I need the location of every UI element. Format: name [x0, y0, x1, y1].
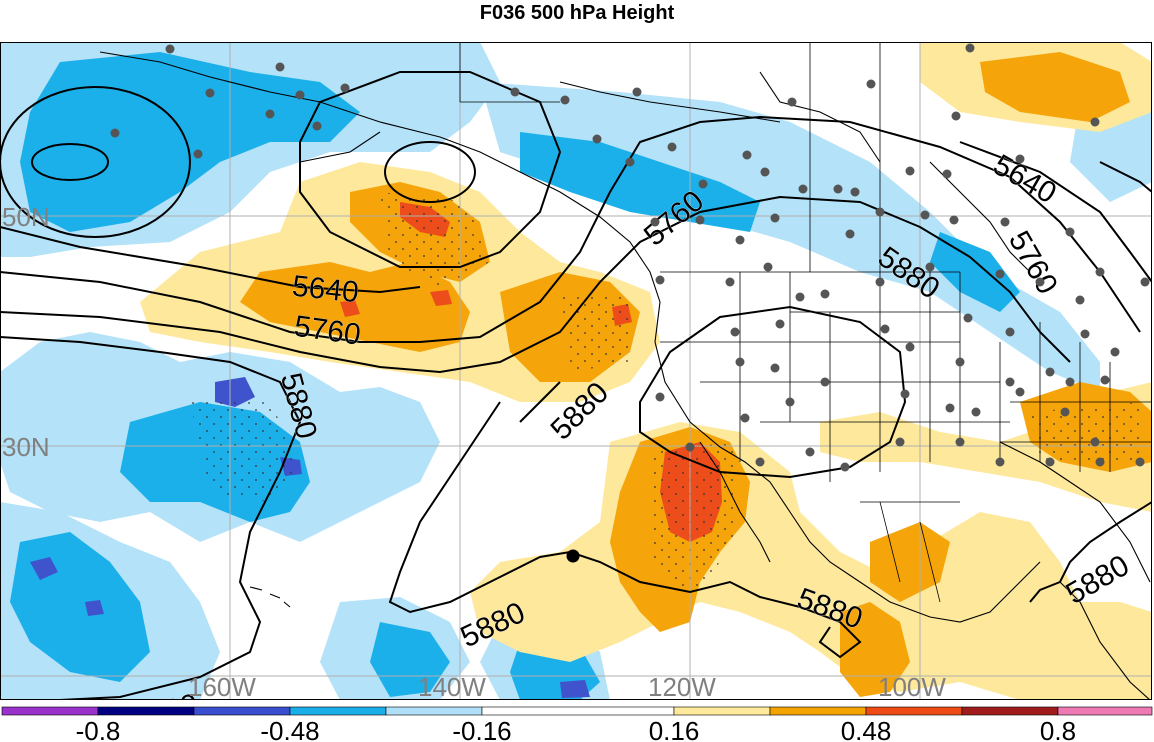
low-center-west-outer [0, 86, 191, 238]
colorbar-swatch [193, 706, 291, 716]
colorbar-label: 0.8 [1040, 716, 1076, 742]
colorbar-label: 0.16 [649, 716, 700, 742]
colorbar-swatch [1, 706, 99, 716]
colorbar-swatches [1, 706, 1153, 716]
colorbar-label: -0.8 [76, 716, 121, 742]
low-center-gulf [384, 141, 476, 203]
map-title: F036 500 hPa Height [479, 2, 675, 24]
height-contours [0, 71, 1152, 700]
colorbar-swatch [481, 706, 675, 716]
colorbar-swatch [289, 706, 387, 716]
colorbar-label: 0.48 [841, 716, 892, 742]
colorbar-swatch [673, 706, 771, 716]
height-map: 5640 5760 5880 5880 5880 5880 5880 5760 … [0, 42, 1152, 700]
contour-label: 5760 [292, 310, 363, 352]
colorbar-swatch [1057, 706, 1153, 716]
colorbar-swatch [961, 706, 1059, 716]
station-markers [110, 43, 1150, 472]
colorbar-label: -0.16 [452, 716, 511, 742]
axis-labels: 50N 30N 160W 140W 120W 100W [2, 202, 946, 700]
colorbar-swatch [385, 706, 483, 716]
colorbar-labels: -0.8 -0.48 -0.16 0.16 0.48 0.8 [76, 716, 1076, 742]
colorbar-swatch [769, 706, 867, 716]
colorbar-swatch [865, 706, 963, 716]
contour-label: 5640 [290, 270, 360, 310]
colorbar-label: -0.48 [260, 716, 319, 742]
colorbar-swatch [97, 706, 195, 716]
low-center-west [31, 143, 109, 181]
graticule [0, 42, 1152, 700]
colorbar: -0.8 -0.48 -0.16 0.16 0.48 0.8 [1, 706, 1153, 742]
highlight-marker [566, 549, 580, 563]
lon-label: 140W [418, 672, 486, 700]
lon-label: 120W [648, 672, 716, 700]
lat-label: 50N [2, 202, 50, 232]
lon-label: 100W [878, 672, 946, 700]
lat-label: 30N [2, 432, 50, 462]
coastlines [99, 51, 1151, 700]
political-borders [459, 42, 1152, 603]
lon-label: 160W [188, 672, 256, 700]
